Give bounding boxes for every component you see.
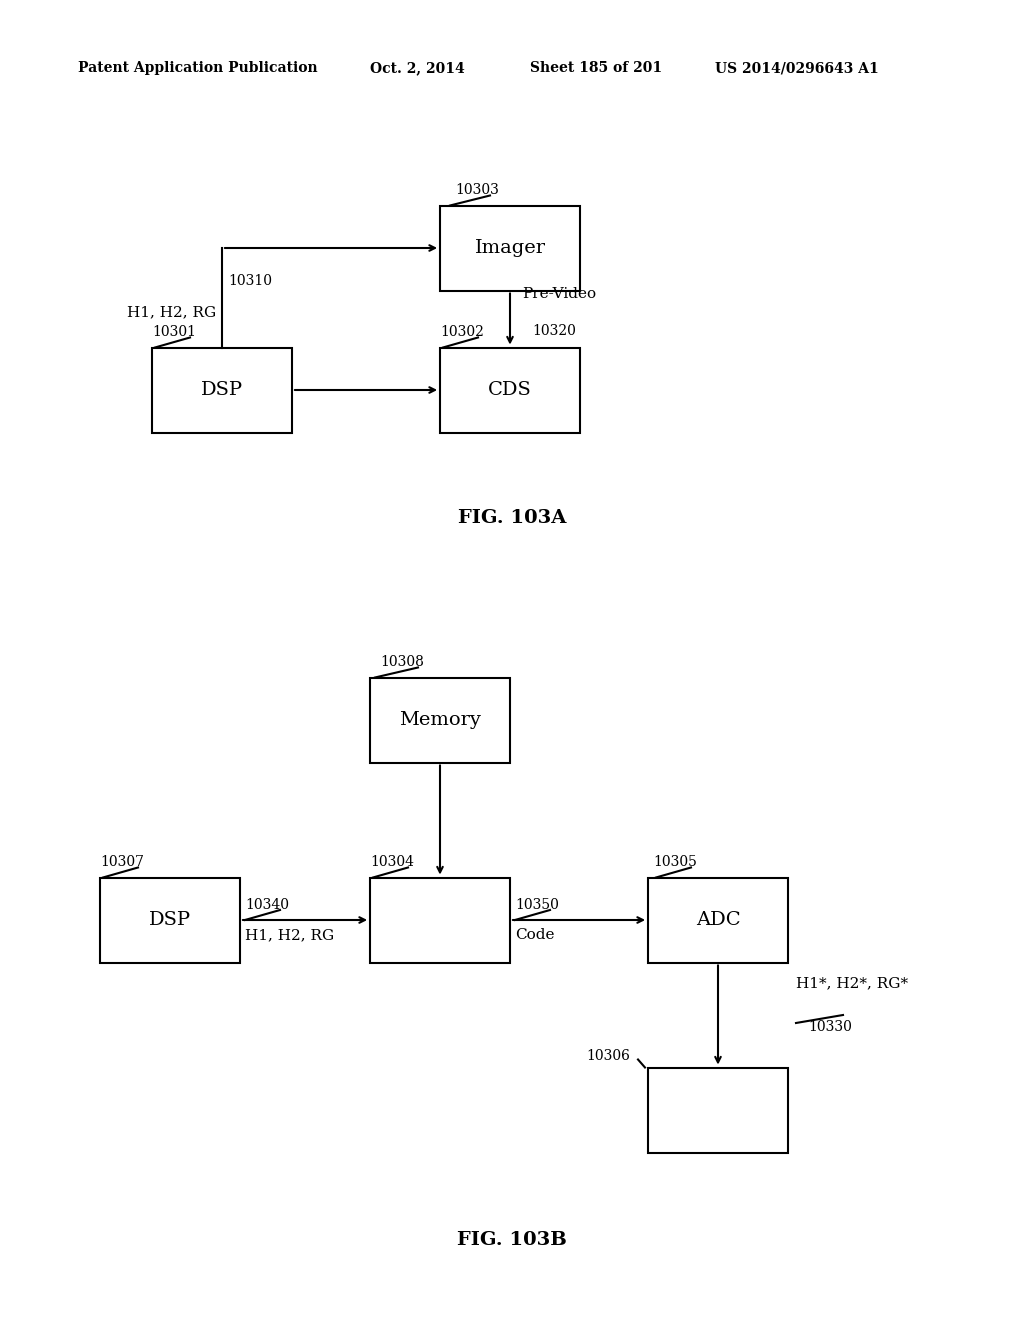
Text: 10310: 10310 xyxy=(228,273,272,288)
Text: H1, H2, RG: H1, H2, RG xyxy=(245,928,334,942)
Text: FIG. 103B: FIG. 103B xyxy=(457,1232,567,1249)
Bar xyxy=(370,878,510,962)
Text: Sheet 185 of 201: Sheet 185 of 201 xyxy=(530,61,663,75)
Text: 10320: 10320 xyxy=(532,323,575,338)
Text: 10306: 10306 xyxy=(586,1048,630,1063)
Text: 10308: 10308 xyxy=(380,656,424,669)
Text: DSP: DSP xyxy=(148,911,191,929)
Text: Code: Code xyxy=(515,928,555,942)
Text: 10340: 10340 xyxy=(245,898,289,912)
Text: DSP: DSP xyxy=(201,381,243,399)
Bar xyxy=(152,347,292,433)
Bar xyxy=(440,347,580,433)
Bar xyxy=(100,878,240,962)
Text: US 2014/0296643 A1: US 2014/0296643 A1 xyxy=(715,61,879,75)
Text: 10303: 10303 xyxy=(455,183,499,198)
Text: Pre-Video: Pre-Video xyxy=(522,286,596,301)
Text: 10305: 10305 xyxy=(653,855,697,870)
Text: Oct. 2, 2014: Oct. 2, 2014 xyxy=(370,61,465,75)
Text: FIG. 103A: FIG. 103A xyxy=(458,510,566,527)
Text: 10304: 10304 xyxy=(370,855,414,870)
Text: 10301: 10301 xyxy=(152,326,196,339)
Text: 10307: 10307 xyxy=(100,855,144,870)
Text: 10302: 10302 xyxy=(440,326,484,339)
Bar xyxy=(648,878,788,962)
Text: ADC: ADC xyxy=(695,911,740,929)
Text: H1*, H2*, RG*: H1*, H2*, RG* xyxy=(796,975,908,990)
Bar xyxy=(648,1068,788,1152)
Text: Imager: Imager xyxy=(474,239,546,257)
Text: H1, H2, RG: H1, H2, RG xyxy=(127,306,216,319)
Bar xyxy=(440,206,580,290)
Text: 10350: 10350 xyxy=(515,898,559,912)
Bar xyxy=(370,677,510,763)
Text: Memory: Memory xyxy=(399,711,481,729)
Text: 10330: 10330 xyxy=(808,1020,852,1034)
Text: Patent Application Publication: Patent Application Publication xyxy=(78,61,317,75)
Text: CDS: CDS xyxy=(488,381,531,399)
